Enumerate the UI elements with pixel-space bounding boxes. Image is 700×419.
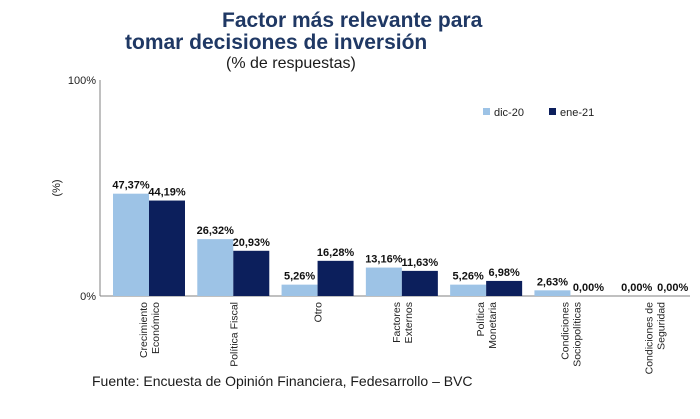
data-label-ene-21: 0,00%	[573, 282, 604, 294]
x-category-label: Condiciones de	[644, 302, 656, 375]
x-category-label: Otro	[313, 302, 325, 323]
legend-swatch	[549, 108, 556, 115]
y-axis-label: (%)	[51, 179, 63, 196]
bar-ene-21	[233, 250, 270, 296]
data-label-dic-20: 47,37%	[112, 180, 150, 192]
bar-dic-20	[197, 239, 234, 296]
data-label-ene-21: 11,63%	[402, 257, 439, 269]
chart-title-line1: Factor más relevante para	[222, 9, 483, 32]
bar-dic-20	[281, 284, 318, 296]
data-label-dic-20: 5,26%	[453, 271, 484, 283]
x-category-label: Política Fiscal	[228, 302, 240, 367]
bar-ene-21	[486, 280, 523, 296]
bar-dic-20	[450, 284, 487, 296]
x-category-label: Crecimiento	[138, 302, 150, 358]
x-category-label: Sociopolíticas	[571, 302, 583, 367]
data-label-ene-21: 0,00%	[657, 282, 688, 294]
legend-label: dic-20	[494, 107, 524, 119]
data-label-ene-21: 16,28%	[317, 247, 355, 259]
data-label-ene-21: 6,98%	[489, 267, 520, 279]
bar-dic-20	[113, 193, 149, 296]
bar-dic-20	[365, 267, 402, 296]
bar-ene-21	[317, 260, 354, 296]
data-label-dic-20: 5,26%	[284, 271, 315, 283]
data-label-dic-20: 2,63%	[537, 276, 568, 288]
x-category-label: Seguridad	[656, 302, 668, 350]
chart-title-line2: tomar decisiones de inversión	[125, 31, 428, 54]
x-category-label: Económico	[150, 302, 162, 354]
x-category-label: Monetaria	[487, 302, 499, 349]
x-category-label: Factores	[391, 302, 403, 343]
y-tick-label: 0%	[80, 291, 96, 303]
y-tick-label: 100%	[68, 75, 96, 87]
bar-ene-21	[149, 200, 185, 296]
legend-label: ene-21	[560, 107, 594, 119]
data-label-dic-20: 0,00%	[621, 282, 652, 294]
data-label-dic-20: 13,16%	[365, 254, 403, 266]
bar-dic-20	[534, 290, 571, 296]
data-label-dic-20: 26,32%	[197, 225, 235, 237]
source-note: Fuente: Encuesta de Opinión Financiera, …	[92, 373, 473, 389]
chart-subtitle: (% de respuestas)	[226, 55, 356, 72]
x-category-label: Condiciones	[559, 302, 571, 360]
data-label-ene-21: 44,19%	[148, 187, 186, 199]
legend-swatch	[483, 108, 490, 115]
x-category-label: Política	[475, 302, 487, 337]
bar-ene-21	[401, 270, 438, 296]
data-label-ene-21: 20,93%	[233, 237, 271, 249]
x-category-label: Externos	[403, 302, 415, 343]
